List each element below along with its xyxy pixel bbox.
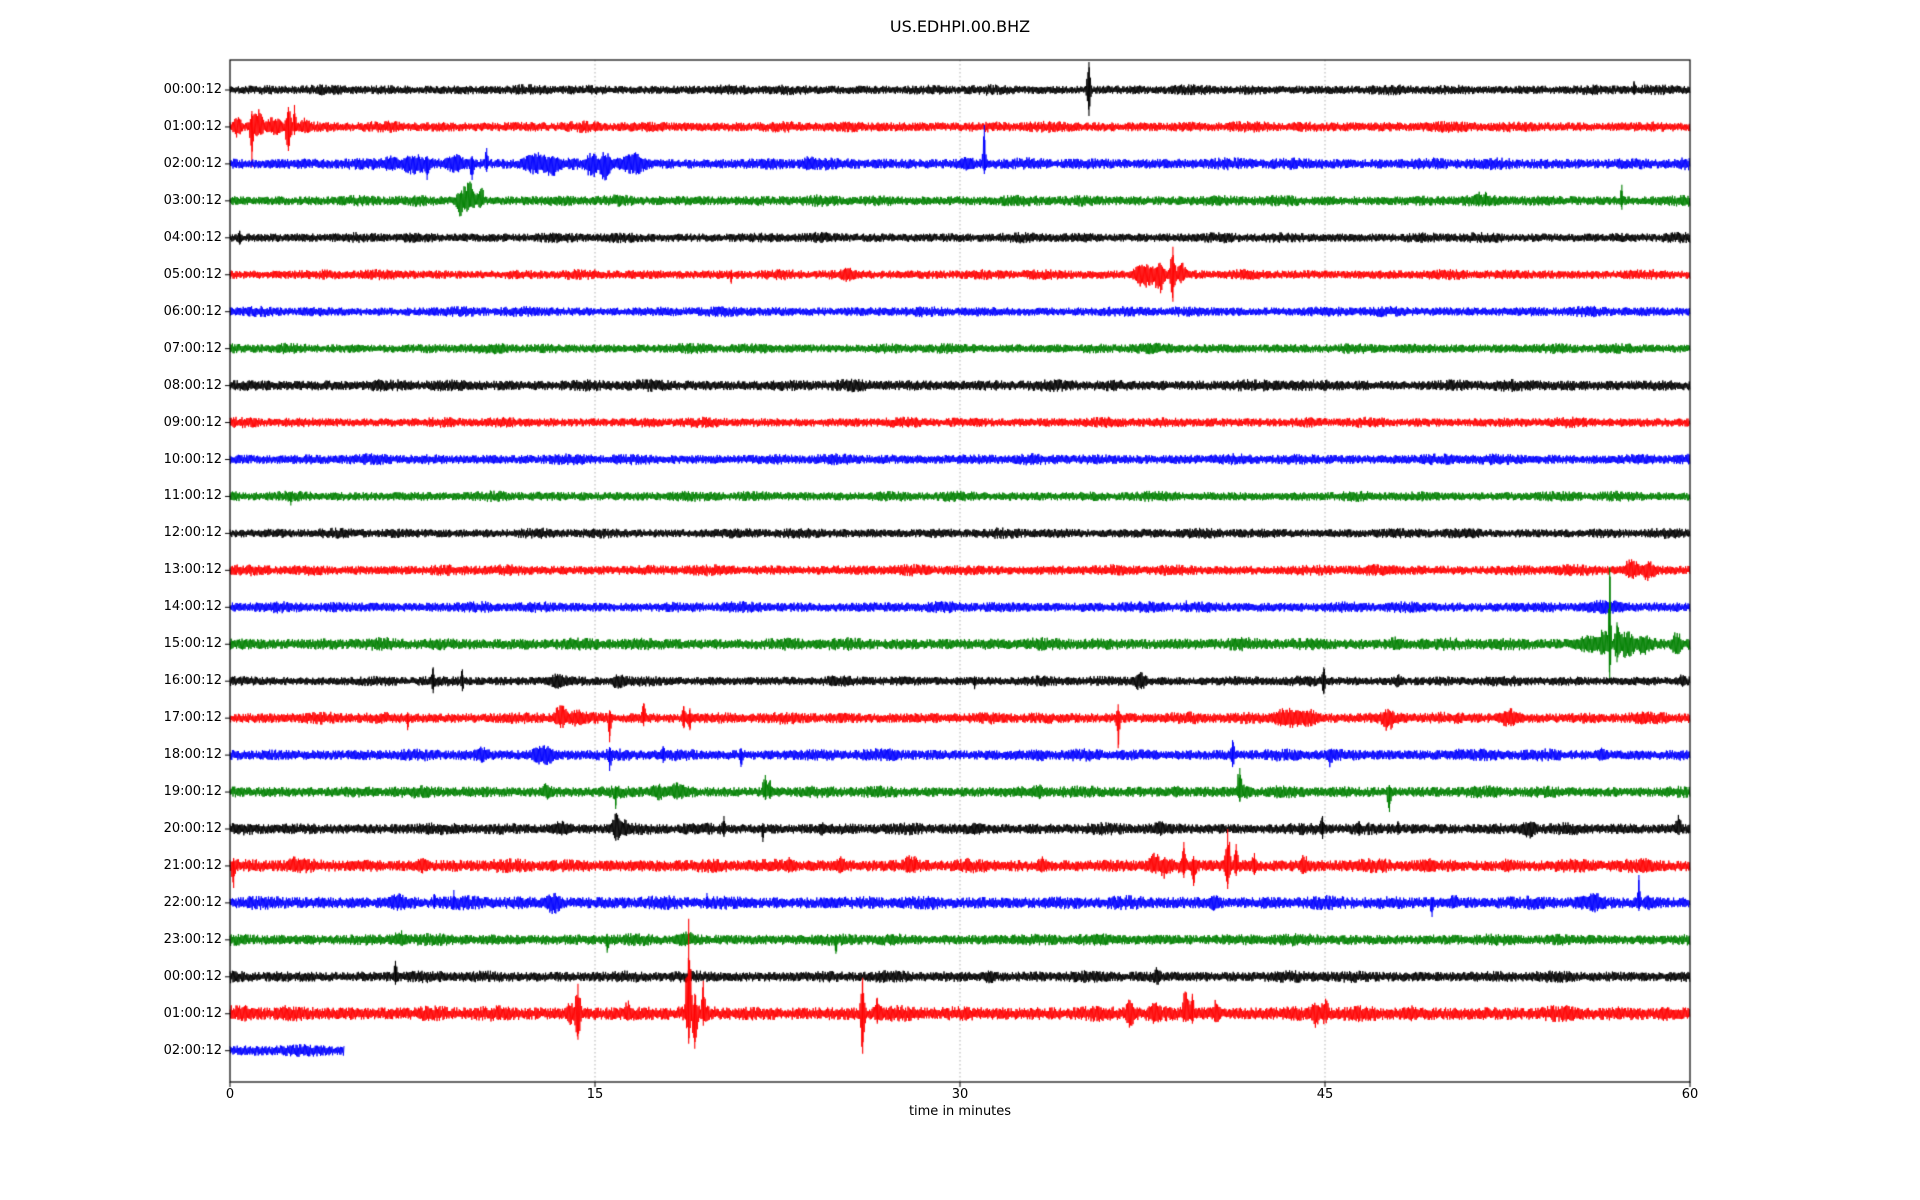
y-tick-label: 13:00:12 <box>163 562 222 578</box>
y-tick-label: 12:00:12 <box>163 525 222 541</box>
y-tick-label: 16:00:12 <box>163 673 222 689</box>
x-tick-label: 45 <box>1316 1087 1334 1102</box>
y-tick-label: 06:00:12 <box>163 303 222 319</box>
y-tick-label: 11:00:12 <box>163 488 222 504</box>
y-tick-label: 04:00:12 <box>163 229 222 245</box>
page-title: US.EDHPI.00.BHZ <box>889 17 1031 36</box>
y-tick-label: 05:00:12 <box>163 266 222 282</box>
y-tick-label: 23:00:12 <box>163 931 222 947</box>
y-tick-label: 09:00:12 <box>163 414 222 430</box>
y-tick-label: 15:00:12 <box>163 636 222 652</box>
y-tick-label: 21:00:12 <box>163 857 222 873</box>
x-tick-label: 15 <box>586 1087 604 1102</box>
x-axis-label: time in minutes <box>908 1104 1012 1119</box>
y-tick-label: 00:00:12 <box>163 968 222 984</box>
y-tick-label: 17:00:12 <box>163 710 222 726</box>
y-tick-label: 14:00:12 <box>163 599 222 615</box>
y-tick-label: 07:00:12 <box>163 340 222 356</box>
y-tick-label: 22:00:12 <box>163 894 222 910</box>
y-tick-label: 01:00:12 <box>163 1005 222 1021</box>
x-tick-label: 60 <box>1681 1087 1699 1102</box>
y-tick-label: 01:00:12 <box>163 118 222 134</box>
y-tick-label: 02:00:12 <box>163 155 222 171</box>
y-tick-label: 02:00:12 <box>163 1042 222 1058</box>
y-tick-label: 00:00:12 <box>163 82 222 97</box>
y-tick-label: 20:00:12 <box>163 821 222 836</box>
y-tick-label: 10:00:12 <box>163 451 222 467</box>
x-tick-label: 30 <box>951 1087 969 1102</box>
y-tick-label: 08:00:12 <box>163 377 222 393</box>
y-tick-label: 19:00:12 <box>163 784 222 800</box>
y-tick-label: 18:00:12 <box>163 747 222 763</box>
x-tick-label: 0 <box>225 1087 235 1102</box>
y-tick-label: 03:00:12 <box>163 192 222 208</box>
